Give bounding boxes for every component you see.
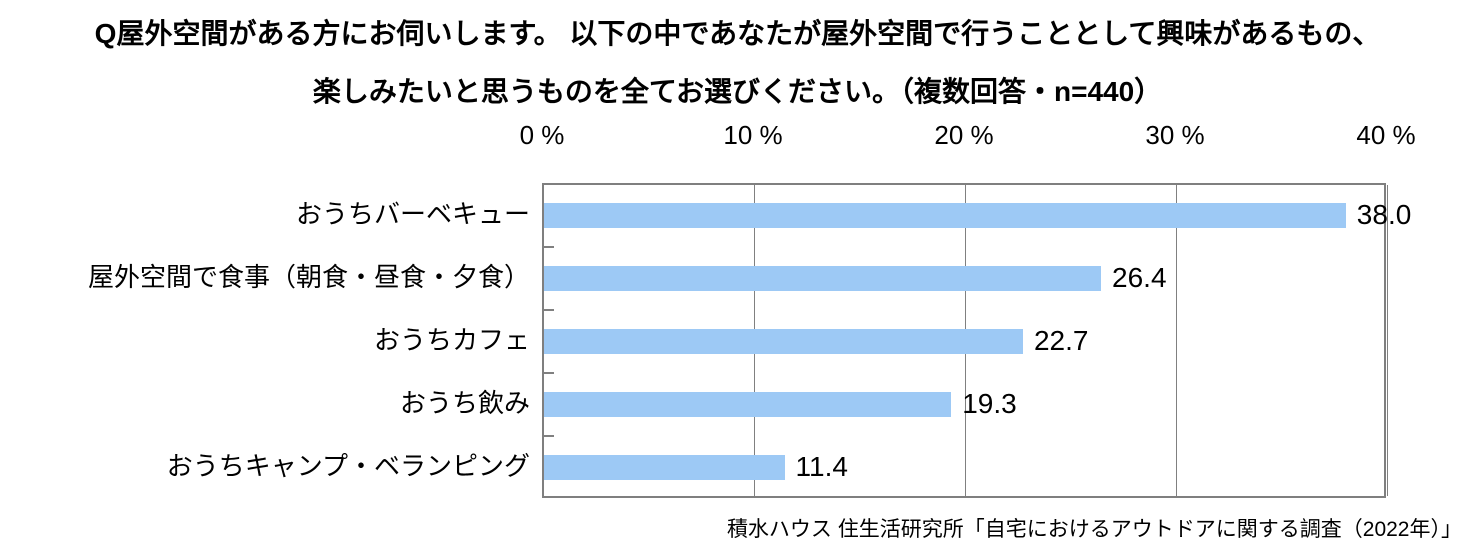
plot-area	[542, 183, 1388, 498]
y-axis-tick-mark	[544, 372, 554, 374]
chart-title-line-1: Q屋外空間がある方にお伺いします。 以下の中であなたが屋外空間で行うこととして興…	[94, 18, 1381, 49]
category-label: おうちバーベキュー	[295, 199, 530, 229]
bar	[544, 392, 952, 417]
bar-value-label: 19.3	[962, 387, 1017, 419]
bar	[544, 266, 1102, 291]
bar-value-label: 26.4	[1112, 261, 1167, 293]
bar-value-label: 38.0	[1356, 198, 1412, 230]
bar-value-label: 11.4	[795, 450, 848, 482]
x-axis-tick-label: 20 %	[934, 120, 994, 150]
category-label: おうちキャンプ・ベランピング	[166, 451, 530, 481]
category-label: おうちカフェ	[373, 325, 530, 355]
y-axis-tick-mark	[544, 435, 554, 437]
chart-title-line-2: 楽しみたいと思うものを全てお選びください。（複数回答・n=440）	[312, 76, 1163, 107]
y-axis-tick-mark	[544, 309, 554, 311]
x-axis-tick-label: 10 %	[723, 120, 783, 150]
source-note: 積水ハウス 住生活研究所「自宅におけるアウトドアに関する調査（2022年）」	[726, 518, 1462, 541]
x-axis-tick-label: 30 %	[1145, 120, 1205, 150]
gridline	[1176, 185, 1177, 496]
x-axis-tick-label: 40 %	[1356, 120, 1416, 150]
bar	[544, 329, 1023, 354]
category-label: 屋外空間で食事（朝食・昼食・夕食）	[87, 262, 530, 292]
bar	[544, 455, 785, 480]
y-axis-tick-mark	[544, 246, 554, 248]
gridline	[1387, 185, 1388, 496]
bar	[544, 203, 1346, 228]
x-axis-tick-label: 0 %	[519, 120, 565, 150]
bar-value-label: 22.7	[1033, 324, 1089, 356]
category-label: おうち飲み	[399, 388, 530, 418]
